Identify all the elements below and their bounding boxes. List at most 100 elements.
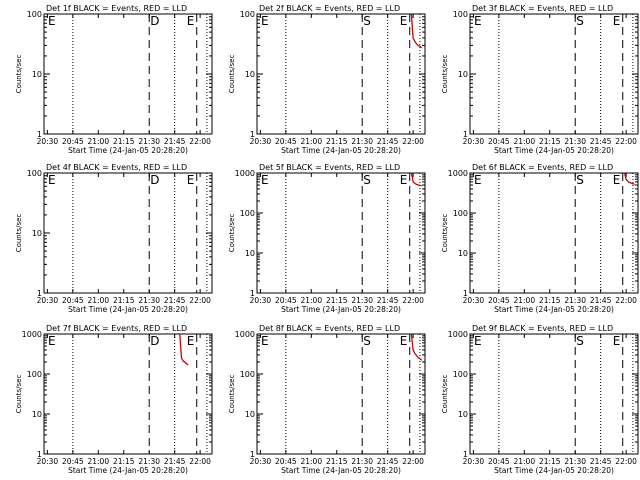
- x-tick-label: 22:00: [615, 137, 637, 146]
- x-tick-label: 22:00: [402, 457, 424, 466]
- x-tick-label: 21:30: [138, 457, 160, 466]
- x-tick-label: 20:30: [250, 296, 272, 305]
- event-marker: E: [48, 173, 56, 187]
- x-tick-label: 20:45: [275, 296, 297, 305]
- x-tick-label: 22:00: [189, 137, 211, 146]
- plot-frame: [469, 172, 639, 294]
- y-tick-label: 1: [250, 450, 255, 459]
- y-tick-label: 10: [245, 410, 255, 419]
- event-marker: E: [48, 334, 56, 348]
- event-marker: E: [187, 334, 195, 348]
- x-tick-label: 21:45: [164, 137, 186, 146]
- x-tick-label: 21:30: [564, 137, 586, 146]
- y-tick-label: 1: [37, 130, 42, 139]
- y-tick-label: 1: [463, 130, 468, 139]
- x-tick-label: 21:15: [326, 137, 348, 146]
- lld-rate-series: [410, 13, 423, 49]
- y-tick-label: 100: [240, 209, 255, 218]
- x-tick-label: 21:00: [87, 457, 109, 466]
- x-tick-label: 21:00: [87, 296, 109, 305]
- x-tick-label: 20:45: [62, 296, 84, 305]
- x-axis-label: Start Time (24-Jan-05 20:28:20): [281, 466, 401, 475]
- x-tick-label: 20:30: [463, 296, 485, 305]
- y-tick-label: 1000: [235, 330, 255, 339]
- y-axis-label: Counts/sec: [441, 214, 449, 253]
- x-tick-label: 20:45: [275, 137, 297, 146]
- y-tick-label: 1: [37, 289, 42, 298]
- x-tick-label: 21:00: [513, 457, 535, 466]
- x-tick-label: 21:15: [113, 457, 135, 466]
- x-tick-label: 21:30: [351, 457, 373, 466]
- x-tick-label: 20:30: [37, 296, 59, 305]
- x-axis-label: Start Time (24-Jan-05 20:28:20): [68, 146, 188, 155]
- panel-title: Det 6f BLACK = Events, RED = LLD: [472, 163, 613, 172]
- x-tick-label: 20:45: [488, 457, 510, 466]
- event-marker: D: [150, 334, 159, 348]
- event-marker: E: [400, 173, 408, 187]
- event-marker: E: [474, 334, 482, 348]
- x-tick-label: 22:00: [615, 457, 637, 466]
- y-tick-label: 1: [250, 130, 255, 139]
- panel-title: Det 9f BLACK = Events, RED = LLD: [472, 324, 613, 333]
- plot-frame: [256, 13, 426, 135]
- event-marker: E: [261, 14, 269, 28]
- y-tick-label: 100: [453, 209, 468, 218]
- y-tick-label: 100: [240, 10, 255, 19]
- x-axis-label: Start Time (24-Jan-05 20:28:20): [68, 305, 188, 314]
- plot-frame: [43, 172, 213, 294]
- y-axis-label: Counts/sec: [15, 55, 23, 94]
- event-marker: E: [474, 14, 482, 28]
- y-tick-label: 1000: [22, 330, 42, 339]
- event-marker: D: [150, 14, 159, 28]
- y-tick-label: 10: [458, 410, 468, 419]
- y-tick-label: 100: [27, 169, 42, 178]
- x-tick-label: 21:45: [164, 457, 186, 466]
- panel-title: Det 2f BLACK = Events, RED = LLD: [259, 4, 400, 13]
- event-marker: D: [150, 173, 159, 187]
- x-tick-label: 21:15: [326, 296, 348, 305]
- y-axis-label: Counts/sec: [228, 55, 236, 94]
- x-tick-label: 21:30: [351, 137, 373, 146]
- x-axis-label: Start Time (24-Jan-05 20:28:20): [281, 146, 401, 155]
- x-axis-label: Start Time (24-Jan-05 20:28:20): [494, 146, 614, 155]
- y-tick-label: 100: [240, 370, 255, 379]
- y-axis-label: Counts/sec: [441, 375, 449, 414]
- x-tick-label: 20:45: [488, 137, 510, 146]
- event-marker: E: [613, 334, 621, 348]
- event-marker: E: [261, 173, 269, 187]
- x-tick-label: 21:45: [590, 137, 612, 146]
- x-axis-label: Start Time (24-Jan-05 20:28:20): [68, 466, 188, 475]
- x-tick-label: 21:45: [377, 296, 399, 305]
- x-axis-label: Start Time (24-Jan-05 20:28:20): [281, 305, 401, 314]
- panel-title: Det 3f BLACK = Events, RED = LLD: [472, 4, 613, 13]
- x-tick-label: 22:00: [189, 457, 211, 466]
- event-marker: E: [400, 334, 408, 348]
- x-tick-label: 20:45: [275, 457, 297, 466]
- event-marker: S: [576, 14, 584, 28]
- y-tick-label: 1: [463, 450, 468, 459]
- panel-title: Det 1f BLACK = Events, RED = LLD: [46, 4, 187, 13]
- panel-title: Det 5f BLACK = Events, RED = LLD: [259, 163, 400, 172]
- x-tick-label: 21:00: [300, 137, 322, 146]
- y-tick-label: 100: [27, 10, 42, 19]
- x-tick-label: 21:15: [113, 296, 135, 305]
- lld-rate-series: [179, 333, 189, 366]
- event-marker: E: [474, 173, 482, 187]
- event-marker: E: [613, 14, 621, 28]
- x-tick-label: 20:30: [463, 457, 485, 466]
- x-tick-label: 21:45: [377, 137, 399, 146]
- plot-frame: [469, 333, 639, 455]
- plot-frame: [256, 333, 426, 455]
- lld-rate-series: [148, 335, 151, 339]
- y-axis-label: Counts/sec: [441, 55, 449, 94]
- x-tick-label: 21:45: [377, 457, 399, 466]
- x-tick-label: 21:15: [113, 137, 135, 146]
- panel-title: Det 4f BLACK = Events, RED = LLD: [46, 163, 187, 172]
